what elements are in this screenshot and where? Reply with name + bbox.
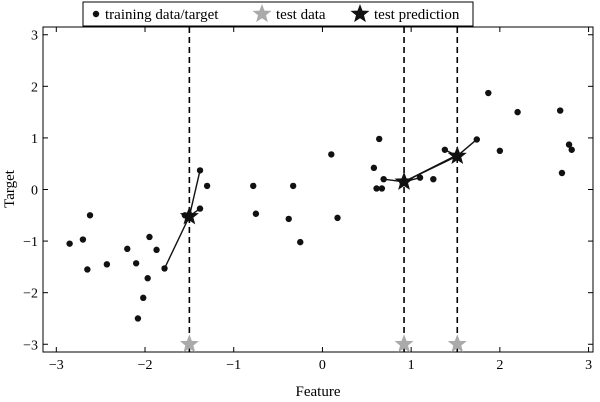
training-point <box>196 167 204 174</box>
training-point <box>86 212 94 219</box>
y-tick-label: −2 <box>23 287 38 302</box>
training-point <box>124 245 131 253</box>
test-prediction-star <box>179 206 199 225</box>
training-point <box>103 261 111 268</box>
x-tick-label: −2 <box>138 358 153 373</box>
training-point <box>378 185 386 192</box>
neighbor-link <box>403 155 458 183</box>
training-point <box>556 107 564 114</box>
test-data-star <box>447 334 467 353</box>
legend: training data/target test data test predic… <box>82 1 474 27</box>
y-tick-label: 1 <box>31 132 38 147</box>
legend-label: training data/target <box>105 7 219 23</box>
x-axis-label: Feature <box>296 384 341 400</box>
neighbor-links <box>163 138 478 269</box>
training-point <box>430 175 437 183</box>
legend-label: test data <box>276 7 326 23</box>
training-point <box>161 265 168 272</box>
legend-box <box>82 1 474 27</box>
training-point <box>568 146 575 153</box>
training-point <box>252 210 260 217</box>
training-point <box>380 175 387 183</box>
training-point <box>196 205 204 212</box>
y-tick-label: −1 <box>23 235 38 250</box>
training-point <box>250 182 257 190</box>
training-point <box>134 315 142 322</box>
training-point <box>66 240 73 247</box>
training-point <box>496 147 504 155</box>
training-point <box>328 151 335 158</box>
training-point <box>153 246 160 254</box>
training-point <box>140 294 147 302</box>
y-axis-label: Target <box>2 169 18 208</box>
training-point <box>84 266 91 273</box>
test-data-star <box>179 334 199 353</box>
x-tick-label: 2 <box>496 358 503 373</box>
y-tick-label: 0 <box>31 184 38 199</box>
training-point <box>285 215 292 223</box>
x-tick-label: 1 <box>408 358 415 373</box>
training-point <box>416 174 424 181</box>
test-prediction-star <box>394 171 414 190</box>
axis-ticks: −3 −2 −1 0 1 2 3 −3 −2 −1 0 1 2 3 <box>23 27 593 373</box>
training-point <box>146 233 153 241</box>
training-point <box>565 141 573 148</box>
training-point <box>289 182 297 190</box>
training-point <box>132 260 140 267</box>
legend-black-star-icon <box>350 4 370 23</box>
training-point <box>203 182 211 190</box>
x-tick-label: 3 <box>585 358 592 373</box>
training-point <box>144 275 151 282</box>
test-data-star <box>394 334 414 353</box>
training-point <box>370 164 378 172</box>
training-point <box>514 108 521 116</box>
training-points <box>66 89 575 322</box>
training-point <box>441 146 449 153</box>
plot-frame <box>42 26 594 353</box>
legend-items: training data/target test data test predic… <box>92 4 460 23</box>
x-tick-label: 0 <box>319 358 326 373</box>
training-point <box>473 136 480 143</box>
training-point <box>485 89 492 97</box>
y-tick-label: 2 <box>31 80 38 95</box>
training-point <box>373 185 380 192</box>
x-tick-label: −3 <box>49 358 64 373</box>
legend-label: test prediction <box>374 7 460 23</box>
training-point <box>79 236 87 243</box>
star-markers <box>179 145 467 353</box>
legend-gray-star-icon <box>252 4 272 23</box>
training-point <box>297 238 304 246</box>
training-point <box>334 214 341 222</box>
training-point <box>558 169 566 177</box>
test-prediction-star <box>447 145 467 165</box>
neighbor-link <box>163 216 191 269</box>
legend-dot-icon <box>92 10 100 18</box>
vertical-dashed-lines <box>188 27 459 352</box>
training-point <box>376 135 383 143</box>
neighbor-link <box>188 170 201 217</box>
y-tick-label: 3 <box>31 29 38 44</box>
plot-frame-group <box>42 26 594 353</box>
y-tick-label: −3 <box>23 338 38 353</box>
x-tick-label: −1 <box>226 358 241 373</box>
